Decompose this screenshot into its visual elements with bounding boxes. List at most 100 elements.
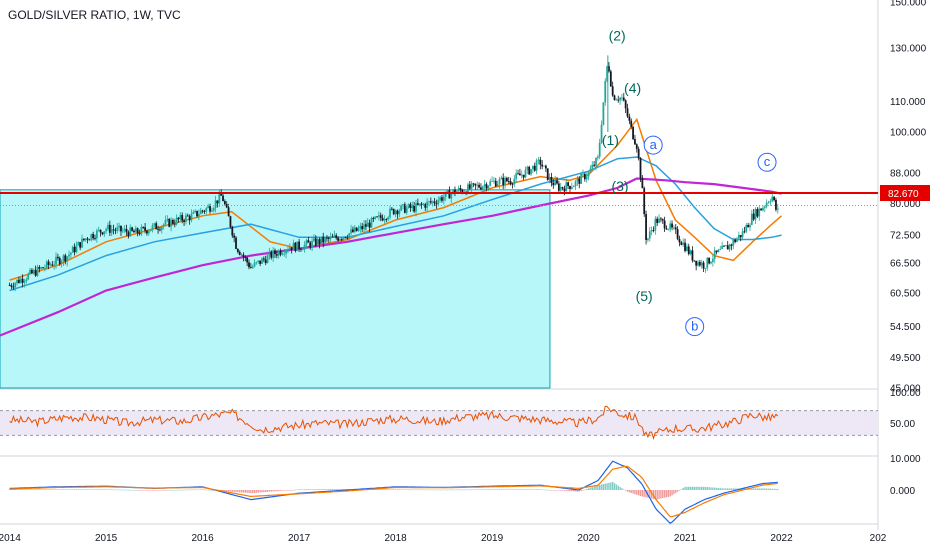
candle-body xyxy=(140,227,143,235)
candle xyxy=(543,165,545,167)
macd-histogram-bar xyxy=(200,489,202,490)
candle xyxy=(396,209,399,219)
macd-histogram-bar xyxy=(444,489,447,491)
candle-body xyxy=(42,267,44,269)
candle-body xyxy=(570,187,573,189)
candle-body xyxy=(374,216,377,219)
macd-histogram-bar xyxy=(83,489,85,490)
candle xyxy=(565,178,568,192)
candle xyxy=(556,176,558,185)
candle xyxy=(695,260,698,271)
candle xyxy=(231,225,234,238)
candle xyxy=(86,237,89,244)
macd-histogram-bar xyxy=(469,489,471,491)
candle xyxy=(274,248,276,258)
candle-body xyxy=(118,225,121,228)
candle-body xyxy=(576,178,579,182)
candle xyxy=(142,226,145,229)
macd-histogram-bar xyxy=(585,489,588,490)
macd-histogram-bar xyxy=(181,489,183,491)
candle-body xyxy=(762,207,764,211)
candle xyxy=(468,180,471,191)
candle-body xyxy=(472,183,475,185)
candle xyxy=(42,266,44,269)
candle-body xyxy=(693,260,696,262)
candle-body xyxy=(507,181,510,182)
candle xyxy=(624,99,627,114)
candle xyxy=(398,208,401,218)
macd-histogram-bar xyxy=(98,489,100,490)
macd-histogram-bar xyxy=(604,483,606,490)
candle xyxy=(489,178,492,187)
candle-body xyxy=(660,218,662,220)
candle xyxy=(186,213,189,217)
candle-body xyxy=(196,210,198,217)
candle xyxy=(355,227,358,232)
candle xyxy=(524,166,527,179)
macd-histogram-bar xyxy=(294,489,297,491)
candle-body xyxy=(632,126,634,140)
candle-body xyxy=(606,66,609,81)
candle-body xyxy=(313,238,315,241)
candle xyxy=(40,266,43,270)
macd-histogram-bar xyxy=(675,490,677,493)
candle xyxy=(669,220,672,233)
candle xyxy=(689,249,692,256)
candle xyxy=(658,214,660,224)
candle xyxy=(27,272,30,281)
candle-body xyxy=(557,183,560,191)
price-axis-label: 49.500 xyxy=(890,353,921,364)
candle xyxy=(403,202,406,214)
candle-body xyxy=(340,239,343,240)
macd-histogram-bar xyxy=(289,490,291,491)
candle xyxy=(769,198,772,206)
macd-histogram-bar xyxy=(407,489,410,491)
price-tag xyxy=(880,185,930,202)
candle-body xyxy=(767,202,770,204)
candle-body xyxy=(377,215,380,217)
candle-body xyxy=(68,254,70,257)
candle xyxy=(261,256,263,265)
candle-body xyxy=(138,233,141,235)
candle-body xyxy=(652,230,655,231)
candle-body xyxy=(229,216,232,228)
macd-histogram-bar xyxy=(233,490,235,492)
candle-body xyxy=(398,210,401,215)
macd-histogram-bar xyxy=(571,490,573,492)
candle xyxy=(372,216,375,223)
candle-body xyxy=(684,242,686,251)
candle-body xyxy=(192,212,195,214)
candle-body xyxy=(454,189,456,194)
candle-body xyxy=(593,164,596,166)
candle xyxy=(240,253,243,259)
macd-histogram-bar xyxy=(326,489,328,490)
candle-body xyxy=(64,255,67,262)
candle-body xyxy=(116,227,119,231)
candle xyxy=(504,176,506,189)
macd-histogram-bar xyxy=(704,486,707,490)
candle xyxy=(160,225,163,234)
candle-body xyxy=(689,250,692,254)
candle-body xyxy=(723,245,725,247)
candle-body xyxy=(634,139,636,145)
candle-body xyxy=(739,235,742,238)
chart-title: GOLD/SILVER RATIO, 1W, TVC xyxy=(8,8,181,22)
macd-histogram-bar xyxy=(237,490,239,493)
candle-body xyxy=(357,228,360,231)
candle xyxy=(205,206,208,215)
candle-body xyxy=(758,208,761,217)
candle-body xyxy=(522,174,525,178)
candle-body xyxy=(45,261,48,268)
candle-body xyxy=(266,255,269,264)
macd-histogram-bar xyxy=(305,489,308,490)
candle-body xyxy=(565,182,568,192)
candle xyxy=(279,248,282,257)
macd-histogram-bar xyxy=(632,490,634,494)
candle-body xyxy=(172,220,174,224)
candle xyxy=(255,261,258,265)
macd-histogram-bar xyxy=(574,490,577,492)
macd-histogram-bar xyxy=(515,489,517,490)
candle-body xyxy=(476,184,479,186)
macd-histogram-bar xyxy=(16,489,18,490)
